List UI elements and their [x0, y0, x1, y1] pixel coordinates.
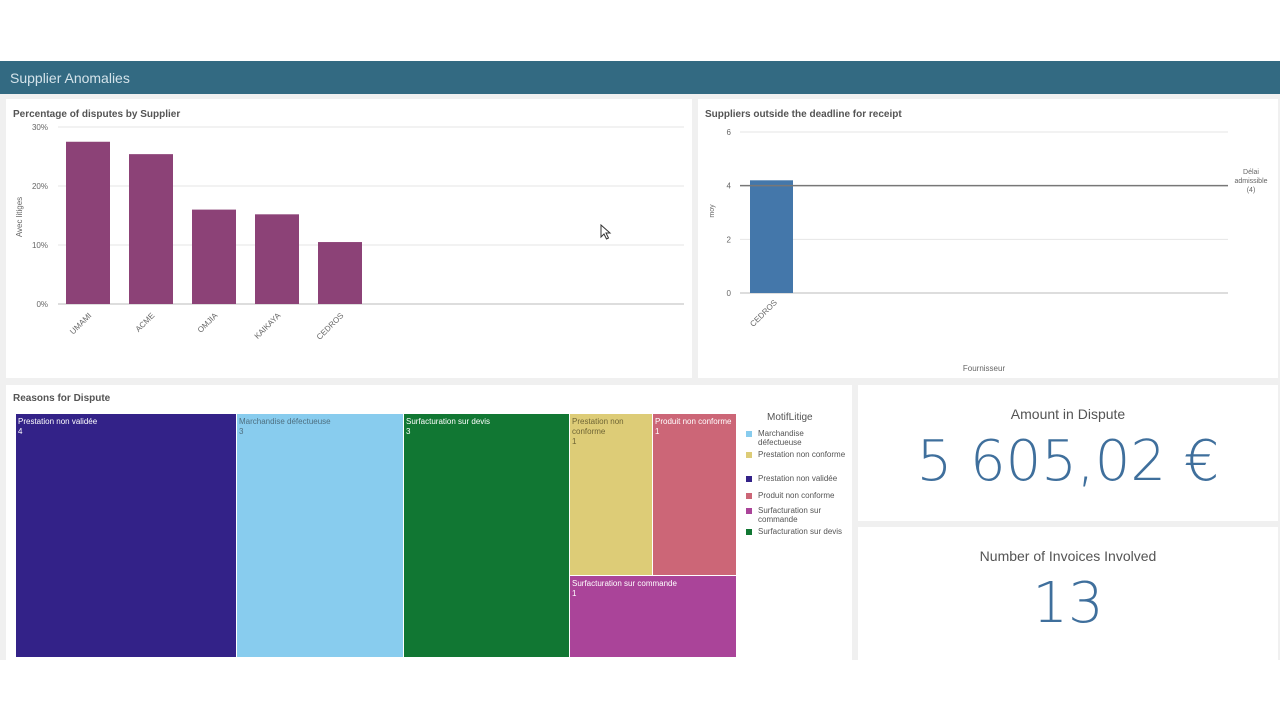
treemap-cell-surfacturation-sur-commande[interactable]: Surfacturation sur commande 1	[570, 576, 736, 657]
treemap-cell-value: 1	[572, 437, 577, 446]
kpi-amount-value: 5 605,02 €	[916, 429, 1220, 494]
legend-swatch	[746, 529, 752, 535]
y-tick-label: 6	[727, 128, 732, 137]
treemap-cell-value: 1	[655, 427, 660, 436]
legend-label: Prestation non validée	[758, 474, 838, 483]
treemap-cell-label: Prestation non conforme	[572, 417, 624, 436]
treemap-cell-value: 1	[572, 589, 577, 598]
bar-kaikaya	[255, 214, 299, 304]
legend-label: Prestation non conforme	[758, 450, 846, 459]
mouse-cursor-icon	[600, 224, 612, 240]
treemap-cell-produit-non-conforme[interactable]: Produit non conforme 1	[653, 414, 736, 575]
x-tick-label: ACME	[134, 311, 157, 334]
treemap-cell-prestation-non-validee[interactable]: Prestation non validée 4	[16, 414, 236, 657]
legend-label: Produit non conforme	[758, 491, 835, 500]
kpi-invoices-value: 13	[1032, 571, 1104, 636]
kpi-amount-panel[interactable]: Amount in Dispute 5 605,02 €	[858, 385, 1278, 521]
x-tick-label: UMAMI	[68, 311, 93, 336]
bar-cedros	[318, 242, 362, 304]
legend-label: Surfacturation sur commande	[758, 506, 822, 524]
y-tick-label: 0	[727, 289, 732, 298]
reference-line-label: admissible	[1234, 178, 1267, 185]
bar-omjia	[192, 209, 236, 304]
reference-line-label: Délai	[1243, 169, 1259, 176]
y-tick-label: 30%	[32, 123, 48, 132]
treemap-cell-value: 4	[18, 427, 23, 436]
kpi-invoices-panel[interactable]: Number of Invoices Involved 13	[858, 527, 1278, 660]
y-tick-label: 0%	[36, 300, 48, 309]
deadline-bar-chart[interactable]: 0 2 4 6 moy Fournisseur CEDROS Délai admissible (…	[698, 99, 1278, 378]
treemap-cell-label: Produit non conforme	[655, 417, 732, 426]
y-axis-label: moy	[709, 204, 716, 218]
y-tick-label: 2	[727, 235, 732, 244]
y-tick-label: 4	[727, 182, 732, 191]
treemap-cell-marchandise-defectueuse[interactable]: Marchandise défectueuse 3	[237, 414, 403, 657]
treemap-cell-label: Prestation non validée	[18, 417, 98, 426]
legend-title: MotifLitige	[767, 412, 813, 423]
bar-acme	[129, 154, 173, 304]
bar-cedros	[750, 180, 793, 293]
reference-line-label: (4)	[1247, 187, 1256, 194]
disputes-bar-chart[interactable]: 0% 10% 20% 30% Avec litiges UMAMI ACME OMJIA KAI…	[6, 99, 692, 378]
disputes-chart-title: Percentage of disputes by Supplier	[13, 109, 181, 120]
treemap-cell-label: Surfacturation sur commande	[572, 579, 677, 588]
legend-label: Surfacturation sur devis	[758, 527, 843, 536]
treemap-cell-value: 3	[406, 427, 411, 436]
reasons-title: Reasons for Dispute	[13, 393, 111, 404]
treemap-cell-value: 3	[239, 427, 244, 436]
kpi-amount-label: Amount in Dispute	[1010, 406, 1126, 422]
treemap-cell-label: Marchandise défectueuse	[239, 417, 331, 426]
kpi-invoices-label: Number of Invoices Involved	[979, 548, 1157, 564]
treemap-cell-prestation-non-conforme[interactable]: Prestation non conforme 1	[570, 414, 652, 575]
x-tick-label: OMJIA	[196, 311, 220, 335]
x-axis-label: Fournisseur	[963, 364, 1006, 373]
y-axis-label: Avec litiges	[15, 197, 24, 237]
y-tick-label: 20%	[32, 182, 48, 191]
legend-swatch	[746, 452, 752, 458]
legend-swatch	[746, 476, 752, 482]
x-tick-label: KAIKAYA	[253, 311, 283, 341]
legend-swatch	[746, 431, 752, 437]
disputes-chart-panel[interactable]: Percentage of disputes by Supplier 0% 10%…	[6, 99, 692, 378]
treemap-cell-surfacturation-sur-devis[interactable]: Surfacturation sur devis 3	[404, 414, 569, 657]
x-tick-label: CEDROS	[748, 298, 779, 329]
x-tick-label: CEDROS	[315, 311, 346, 342]
bar-umami	[66, 141, 110, 304]
y-tick-label: 10%	[32, 241, 48, 250]
legend-label: Marchandise défectueuse	[758, 429, 804, 447]
legend-swatch	[746, 493, 752, 499]
legend-swatch	[746, 508, 752, 514]
deadline-chart-panel[interactable]: Suppliers outside the deadline for recei…	[698, 99, 1278, 378]
treemap-cell-label: Surfacturation sur devis	[406, 417, 491, 426]
app-title: Supplier Anomalies	[10, 70, 130, 86]
app-header: Supplier Anomalies	[0, 61, 1280, 94]
deadline-chart-title: Suppliers outside the deadline for recei…	[705, 109, 902, 120]
